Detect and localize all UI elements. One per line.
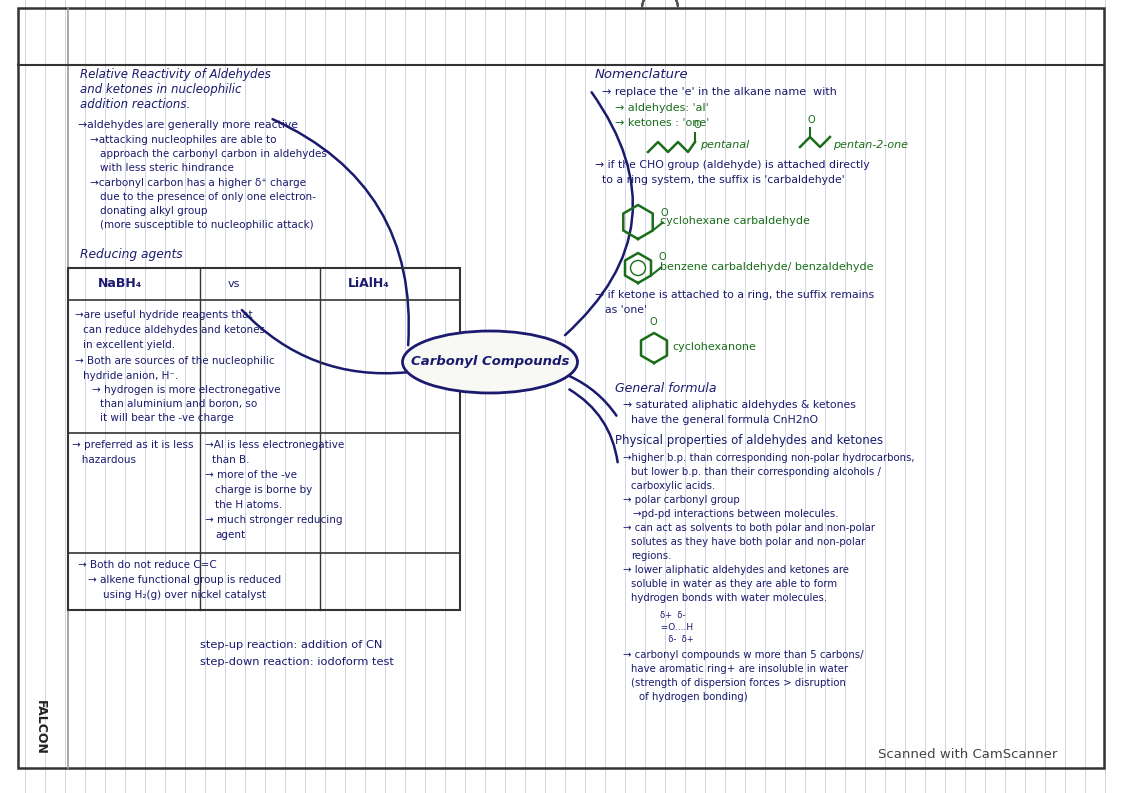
Text: it will bear the -ve charge: it will bear the -ve charge bbox=[100, 413, 234, 423]
Text: →pd-pd interactions between molecules.: →pd-pd interactions between molecules. bbox=[633, 509, 839, 519]
Text: step-up reaction: addition of CN: step-up reaction: addition of CN bbox=[200, 640, 382, 650]
Text: O: O bbox=[659, 252, 667, 262]
Text: → much stronger reducing: → much stronger reducing bbox=[206, 515, 343, 525]
Text: → replace the 'e' in the alkane name  with: → replace the 'e' in the alkane name wit… bbox=[602, 87, 837, 97]
Text: vs: vs bbox=[228, 279, 240, 289]
Text: hazardous: hazardous bbox=[72, 455, 136, 465]
Text: → can act as solvents to both polar and non-polar: → can act as solvents to both polar and … bbox=[623, 523, 875, 533]
Text: using H₂(g) over nickel catalyst: using H₂(g) over nickel catalyst bbox=[103, 590, 266, 600]
Text: O: O bbox=[650, 317, 658, 327]
Text: →Al is less electronegative: →Al is less electronegative bbox=[206, 440, 345, 450]
Text: to a ring system, the suffix is 'carbaldehyde': to a ring system, the suffix is 'carbald… bbox=[602, 175, 844, 185]
Text: δ+  δ-: δ+ δ- bbox=[660, 611, 685, 620]
Text: have aromatic ring+ are insoluble in water: have aromatic ring+ are insoluble in wat… bbox=[631, 664, 848, 674]
Text: and ketones in nucleophilic: and ketones in nucleophilic bbox=[80, 83, 241, 96]
Text: benzene carbaldehyde/ benzaldehyde: benzene carbaldehyde/ benzaldehyde bbox=[660, 262, 874, 272]
Text: as 'one': as 'one' bbox=[605, 305, 647, 315]
Text: →higher b.p. than corresponding non-polar hydrocarbons,: →higher b.p. than corresponding non-pola… bbox=[623, 453, 914, 463]
Text: → if the CHO group (aldehyde) is attached directly: → if the CHO group (aldehyde) is attache… bbox=[595, 160, 869, 170]
Text: the H atoms.: the H atoms. bbox=[214, 500, 282, 510]
Text: →aldehydes are generally more reactive: →aldehydes are generally more reactive bbox=[77, 120, 298, 130]
Text: O: O bbox=[693, 120, 701, 130]
Text: →carbonyl carbon has a higher δ⁺ charge: →carbonyl carbon has a higher δ⁺ charge bbox=[90, 178, 305, 188]
Text: → if ketone is attached to a ring, the suffix remains: → if ketone is attached to a ring, the s… bbox=[595, 290, 874, 300]
Text: addition reactions.: addition reactions. bbox=[80, 98, 190, 111]
Text: δ-  δ+: δ- δ+ bbox=[663, 635, 694, 644]
Text: → Both do not reduce C=C: → Both do not reduce C=C bbox=[77, 560, 217, 570]
Text: regions.: regions. bbox=[631, 551, 672, 561]
Text: pentan-2-one: pentan-2-one bbox=[833, 140, 909, 150]
Text: cyclohexane carbaldehyde: cyclohexane carbaldehyde bbox=[660, 216, 810, 226]
Text: carboxylic acids.: carboxylic acids. bbox=[631, 481, 715, 491]
Text: pentanal: pentanal bbox=[700, 140, 749, 150]
Text: =O....H: =O....H bbox=[655, 623, 693, 632]
Text: O: O bbox=[660, 208, 668, 217]
Text: → hydrogen is more electronegative: → hydrogen is more electronegative bbox=[92, 385, 281, 395]
Wedge shape bbox=[642, 0, 678, 8]
Text: →are useful hydride reagents that: →are useful hydride reagents that bbox=[75, 310, 253, 320]
Text: Carbonyl Compounds: Carbonyl Compounds bbox=[411, 355, 569, 369]
Text: donating alkyl group: donating alkyl group bbox=[100, 206, 208, 216]
Text: than aluminium and boron, so: than aluminium and boron, so bbox=[100, 399, 257, 409]
Text: but lower b.p. than their corresponding alcohols /: but lower b.p. than their corresponding … bbox=[631, 467, 880, 477]
Text: FALCON: FALCON bbox=[34, 700, 46, 755]
Text: → lower aliphatic aldehydes and ketones are: → lower aliphatic aldehydes and ketones … bbox=[623, 565, 849, 575]
Text: → more of the -ve: → more of the -ve bbox=[206, 470, 296, 480]
Text: hydrogen bonds with water molecules.: hydrogen bonds with water molecules. bbox=[631, 593, 828, 603]
Text: Physical properties of aldehydes and ketones: Physical properties of aldehydes and ket… bbox=[615, 434, 883, 447]
Text: due to the presence of only one electron-: due to the presence of only one electron… bbox=[100, 192, 316, 202]
Text: → aldehydes: 'al': → aldehydes: 'al' bbox=[615, 103, 709, 113]
Text: Scanned with CamScanner: Scanned with CamScanner bbox=[878, 748, 1058, 761]
Text: charge is borne by: charge is borne by bbox=[214, 485, 312, 495]
Text: soluble in water as they are able to form: soluble in water as they are able to for… bbox=[631, 579, 837, 589]
Text: with less steric hindrance: with less steric hindrance bbox=[100, 163, 234, 173]
Text: → polar carbonyl group: → polar carbonyl group bbox=[623, 495, 740, 505]
Text: → Both are sources of the nucleophilic: → Both are sources of the nucleophilic bbox=[75, 356, 275, 366]
Text: solutes as they have both polar and non-polar: solutes as they have both polar and non-… bbox=[631, 537, 865, 547]
Text: hydride anion, H⁻.: hydride anion, H⁻. bbox=[83, 371, 179, 381]
Ellipse shape bbox=[402, 331, 577, 393]
Text: in excellent yield.: in excellent yield. bbox=[83, 340, 175, 350]
Text: O: O bbox=[809, 115, 815, 125]
Text: Relative Reactivity of Aldehydes: Relative Reactivity of Aldehydes bbox=[80, 68, 271, 81]
Text: of hydrogen bonding): of hydrogen bonding) bbox=[639, 692, 748, 702]
Text: have the general formula CnH2nO: have the general formula CnH2nO bbox=[631, 415, 819, 425]
Text: LiAlH₄: LiAlH₄ bbox=[348, 277, 390, 290]
Text: → saturated aliphatic aldehydes & ketones: → saturated aliphatic aldehydes & ketone… bbox=[623, 400, 856, 410]
Text: Nomenclature: Nomenclature bbox=[595, 68, 688, 81]
Text: General formula: General formula bbox=[615, 382, 716, 395]
Text: → ketones : 'one': → ketones : 'one' bbox=[615, 118, 710, 128]
Text: (more susceptible to nucleophilic attack): (more susceptible to nucleophilic attack… bbox=[100, 220, 313, 230]
Text: →attacking nucleophiles are able to: →attacking nucleophiles are able to bbox=[90, 135, 276, 145]
Text: → carbonyl compounds w more than 5 carbons/: → carbonyl compounds w more than 5 carbo… bbox=[623, 650, 864, 660]
Text: → alkene functional group is reduced: → alkene functional group is reduced bbox=[88, 575, 281, 585]
Text: than B.: than B. bbox=[212, 455, 249, 465]
Text: approach the carbonyl carbon in aldehydes: approach the carbonyl carbon in aldehyde… bbox=[100, 149, 327, 159]
Text: agent: agent bbox=[214, 530, 245, 540]
Text: step-down reaction: iodoform test: step-down reaction: iodoform test bbox=[200, 657, 394, 667]
Text: cyclohexanone: cyclohexanone bbox=[672, 342, 756, 352]
Text: can reduce aldehydes and ketones: can reduce aldehydes and ketones bbox=[83, 325, 265, 335]
Text: Reducing agents: Reducing agents bbox=[80, 248, 183, 261]
Text: → preferred as it is less: → preferred as it is less bbox=[72, 440, 193, 450]
Text: (strength of dispersion forces > disruption: (strength of dispersion forces > disrupt… bbox=[631, 678, 846, 688]
Text: NaBH₄: NaBH₄ bbox=[98, 277, 143, 290]
Bar bbox=[69, 268, 460, 610]
